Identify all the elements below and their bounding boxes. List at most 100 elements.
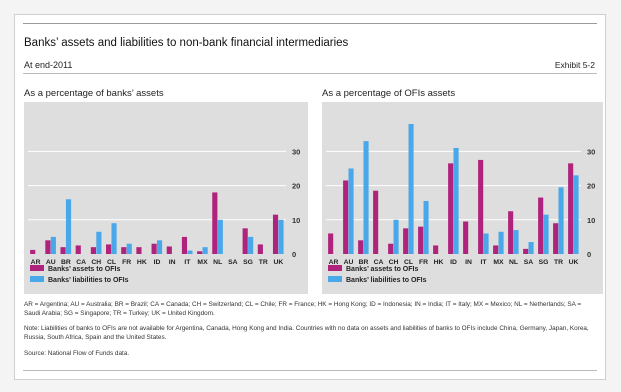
bar-liabilities-fr <box>423 200 429 254</box>
bar-assets-tr <box>553 223 559 254</box>
bar-liabilities-mx <box>202 247 208 254</box>
exhibit-frame: Banks’ assets and liabilities to non-ban… <box>14 14 606 380</box>
x-tick-label: UK <box>569 259 579 266</box>
bar-liabilities-au <box>50 236 56 254</box>
y-tick-label: 30 <box>292 147 300 156</box>
x-tick-label: CA <box>76 259 86 266</box>
bar-liabilities-id <box>157 240 163 254</box>
bar-assets-tr <box>257 244 263 254</box>
bar-assets-nl <box>212 192 218 254</box>
y-tick-label: 0 <box>292 250 296 259</box>
bar-assets-uk <box>272 214 279 254</box>
legend-label-assets: Banks’ assets to OFIs <box>346 266 418 273</box>
bar-liabilities-cl <box>111 223 117 254</box>
x-tick-label: NL <box>509 259 518 266</box>
bar-liabilities-br <box>65 199 72 254</box>
legend-label-liabilities: Banks’ liabilities to OFIs <box>48 277 129 284</box>
bar-assets-ar <box>30 249 36 254</box>
x-tick-label: HK <box>137 259 147 266</box>
x-tick-label: FR <box>419 259 428 266</box>
bar-assets-hk <box>433 245 439 254</box>
bar-assets-id <box>448 163 454 254</box>
legend-swatch-liabilities <box>328 276 342 282</box>
x-tick-label: BR <box>61 259 71 266</box>
bar-assets-fr <box>121 247 127 254</box>
exhibit-subtitle: At end-2011 <box>24 60 73 70</box>
x-tick-label: SA <box>228 259 238 266</box>
x-tick-label: IN <box>169 259 176 266</box>
y-tick-label: 0 <box>587 250 591 259</box>
x-tick-label: CH <box>91 259 101 266</box>
bar-assets-mx <box>493 245 499 254</box>
subtitle-rule <box>23 73 597 74</box>
exhibit-number: Exhibit 5-2 <box>554 60 595 70</box>
bar-assets-sg <box>242 228 248 254</box>
bar-liabilities-tr <box>558 187 564 254</box>
bar-assets-cl <box>106 244 112 254</box>
x-tick-label: AR <box>31 259 41 266</box>
bar-assets-au <box>343 180 349 254</box>
x-tick-label: UK <box>273 259 283 266</box>
source-note: Source: National Flow of Funds data. <box>24 350 130 357</box>
bar-assets-au <box>45 240 51 254</box>
x-tick-label: FR <box>122 259 131 266</box>
bar-liabilities-it <box>187 250 193 254</box>
y-tick-label: 20 <box>292 182 300 191</box>
bar-assets-fr <box>418 226 424 254</box>
bar-assets-ch <box>388 243 394 254</box>
x-tick-label: CH <box>389 259 399 266</box>
bar-assets-ca <box>75 245 81 254</box>
y-tick-label: 20 <box>587 182 595 191</box>
top-rule <box>23 23 597 24</box>
bar-assets-nl <box>508 211 514 254</box>
bar-assets-ch <box>90 247 96 254</box>
bar-assets-br <box>358 240 364 254</box>
bar-assets-it <box>478 159 484 254</box>
x-tick-label: MX <box>493 259 504 266</box>
bar-liabilities-sg <box>543 214 549 254</box>
legend-swatch-liabilities <box>30 276 44 282</box>
bar-assets-in <box>166 246 172 254</box>
x-tick-label: SA <box>524 259 534 266</box>
x-tick-label: HK <box>434 259 444 266</box>
y-tick-label: 10 <box>292 216 300 225</box>
bar-assets-ar <box>328 233 334 254</box>
x-tick-label: IT <box>184 259 191 266</box>
x-tick-label: TR <box>259 259 268 266</box>
legend-swatch-assets <box>30 265 44 271</box>
x-tick-label: SG <box>539 259 549 266</box>
bar-assets-br <box>60 247 66 254</box>
bar-assets-mx <box>197 251 203 254</box>
bar-liabilities-br <box>363 141 369 254</box>
left-chart-panel: 0 10 20 30 AR AU BR CA CH CL FR HK ID IN IT MX NL SA SG TR U… <box>24 102 308 294</box>
bar-liabilities-id <box>453 147 459 254</box>
bar-assets-id <box>151 243 157 254</box>
x-tick-label: IT <box>480 259 487 266</box>
bar-liabilities-nl <box>513 230 519 254</box>
x-tick-label: TR <box>554 259 563 266</box>
bar-assets-ca <box>373 190 379 254</box>
abbreviations-note: AR = Argentina; AU = Australia; BR = Bra… <box>24 301 582 317</box>
right-panel-title: As a percentage of OFIs assets <box>322 88 456 99</box>
bottom-rule <box>23 370 597 371</box>
x-tick-label: ID <box>450 259 457 266</box>
bar-liabilities-mx <box>498 231 504 254</box>
bar-assets-it <box>181 236 188 254</box>
availability-note: Note: Liabilities of banks to OFIs are n… <box>24 325 589 341</box>
bar-liabilities-ch <box>96 231 102 254</box>
bar-assets-cl <box>403 228 409 254</box>
x-tick-label: CA <box>374 259 384 266</box>
bar-assets-hk <box>136 247 142 254</box>
bar-liabilities-sg <box>248 236 254 254</box>
x-tick-label: ID <box>154 259 161 266</box>
left-panel-title: As a percentage of banks’ assets <box>24 88 164 99</box>
x-tick-label: SG <box>243 259 253 266</box>
right-chart: 0 10 20 30 AR AU BR CA CH CL FR HK ID IN IT MX NL SA SG TR U… <box>326 124 595 284</box>
bar-assets-sg <box>538 197 544 254</box>
bar-liabilities-uk <box>573 175 579 254</box>
legend-label-assets: Banks’ assets to OFIs <box>48 266 120 273</box>
bar-liabilities-au <box>348 168 354 254</box>
y-tick-label: 30 <box>587 147 595 156</box>
x-tick-label: BR <box>359 259 369 266</box>
legend-label-liabilities: Banks’ liabilities to OFIs <box>346 277 427 284</box>
